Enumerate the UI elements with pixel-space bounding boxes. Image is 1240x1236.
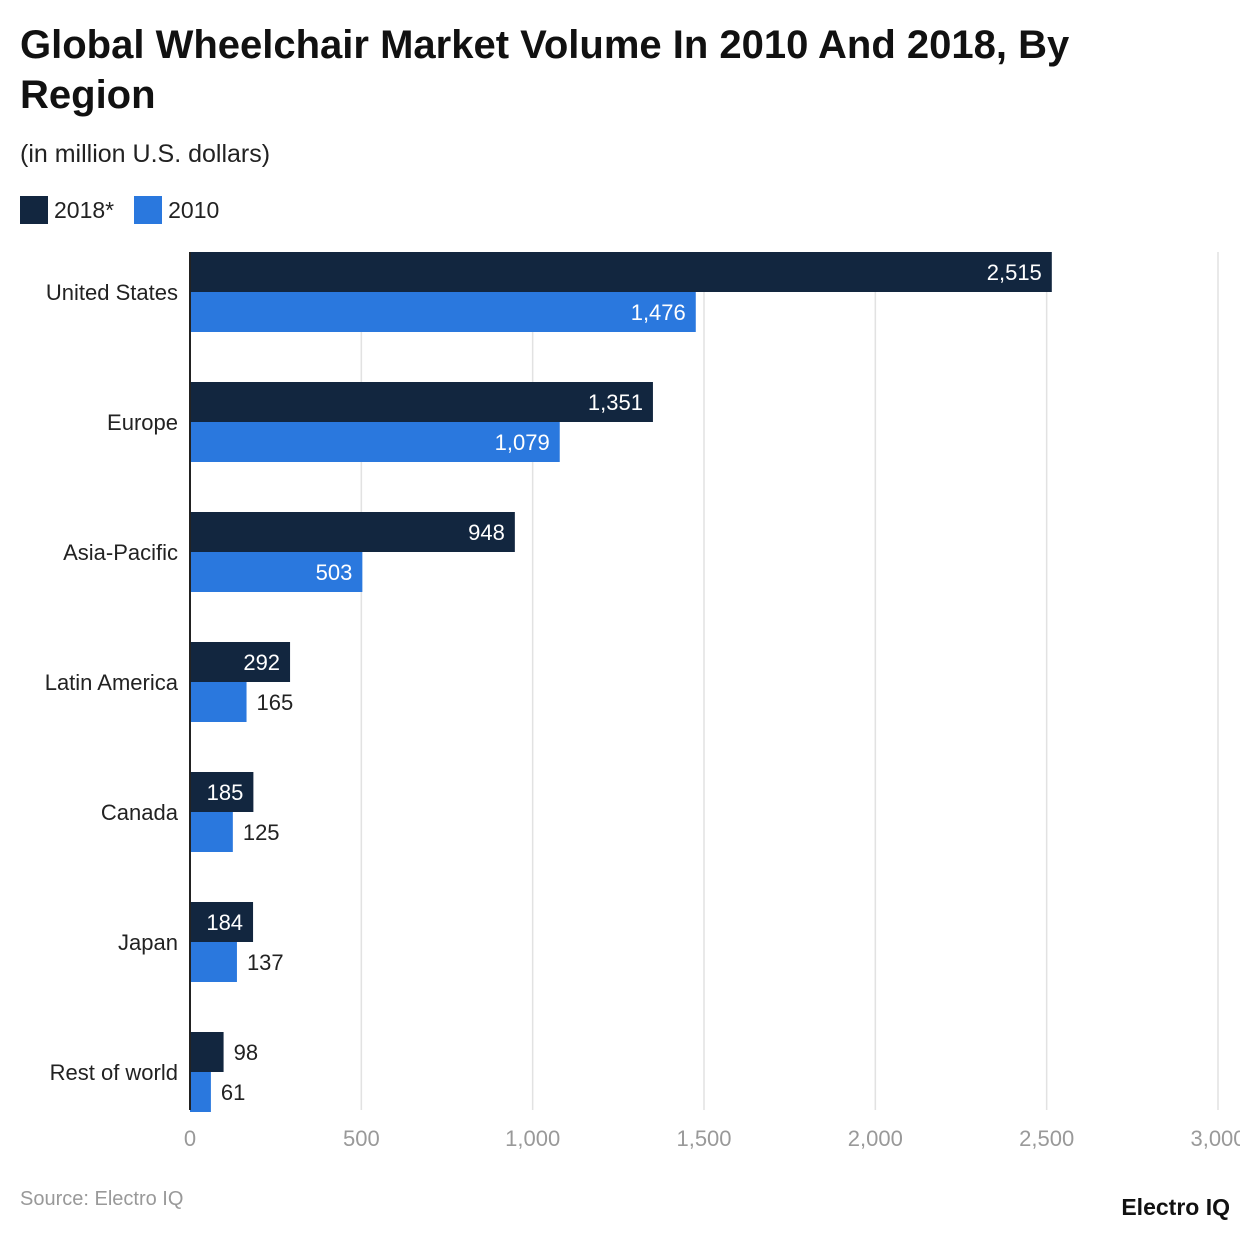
brand-logo: Electro IQ xyxy=(1121,1194,1230,1220)
chart-subtitle: (in million U.S. dollars) xyxy=(20,140,271,168)
bar xyxy=(190,1032,224,1072)
data-label: 137 xyxy=(247,950,284,975)
category-label: United States xyxy=(46,280,178,305)
data-label: 1,079 xyxy=(495,430,550,455)
bar xyxy=(190,812,233,852)
bar xyxy=(190,252,1052,292)
x-tick-label: 2,500 xyxy=(1019,1126,1074,1151)
category-label: Latin America xyxy=(45,670,179,695)
legend-item-2010: 2010 xyxy=(134,196,219,224)
bar xyxy=(190,1072,211,1112)
legend-item-2018: 2018* xyxy=(20,196,114,224)
data-label: 292 xyxy=(243,650,280,675)
data-label: 185 xyxy=(207,780,244,805)
data-label: 503 xyxy=(316,560,353,585)
source-note: Source: Electro IQ xyxy=(20,1188,184,1210)
data-label: 61 xyxy=(221,1080,245,1105)
bar xyxy=(190,902,254,942)
legend-label: 2018* xyxy=(54,196,115,223)
bar xyxy=(190,642,291,682)
category-label: Europe xyxy=(107,410,178,435)
x-tick-label: 0 xyxy=(184,1126,196,1151)
bar xyxy=(190,422,560,462)
bar xyxy=(190,382,653,422)
x-tick-label: 1,000 xyxy=(505,1126,560,1151)
data-label: 948 xyxy=(468,520,505,545)
x-tick-label: 500 xyxy=(343,1126,380,1151)
bar xyxy=(190,552,363,592)
data-label: 98 xyxy=(234,1040,258,1065)
legend-swatch xyxy=(20,196,48,224)
category-label: Rest of world xyxy=(50,1060,178,1085)
bar xyxy=(190,682,247,722)
legend-label: 2010 xyxy=(168,196,220,223)
data-label: 1,351 xyxy=(588,390,643,415)
chart-title: Global Wheelchair Market Volume In 2010 … xyxy=(20,23,1070,117)
x-tick-label: 3,000 xyxy=(1190,1126,1240,1151)
data-label: 184 xyxy=(206,910,243,935)
data-label: 1,476 xyxy=(631,300,686,325)
legend-swatch xyxy=(134,196,163,224)
data-label: 125 xyxy=(243,820,280,845)
x-tick-label: 1,500 xyxy=(676,1126,731,1151)
bar xyxy=(190,512,515,552)
data-label: 2,515 xyxy=(987,260,1042,285)
category-label: Japan xyxy=(118,930,178,955)
bar xyxy=(190,942,237,982)
bar xyxy=(190,292,696,332)
legend: 2018* 2010 xyxy=(20,196,219,224)
category-label: Asia-Pacific xyxy=(63,540,178,565)
data-label: 165 xyxy=(257,690,294,715)
bar xyxy=(190,772,254,812)
x-tick-label: 2,000 xyxy=(848,1126,903,1151)
category-label: Canada xyxy=(101,800,179,825)
